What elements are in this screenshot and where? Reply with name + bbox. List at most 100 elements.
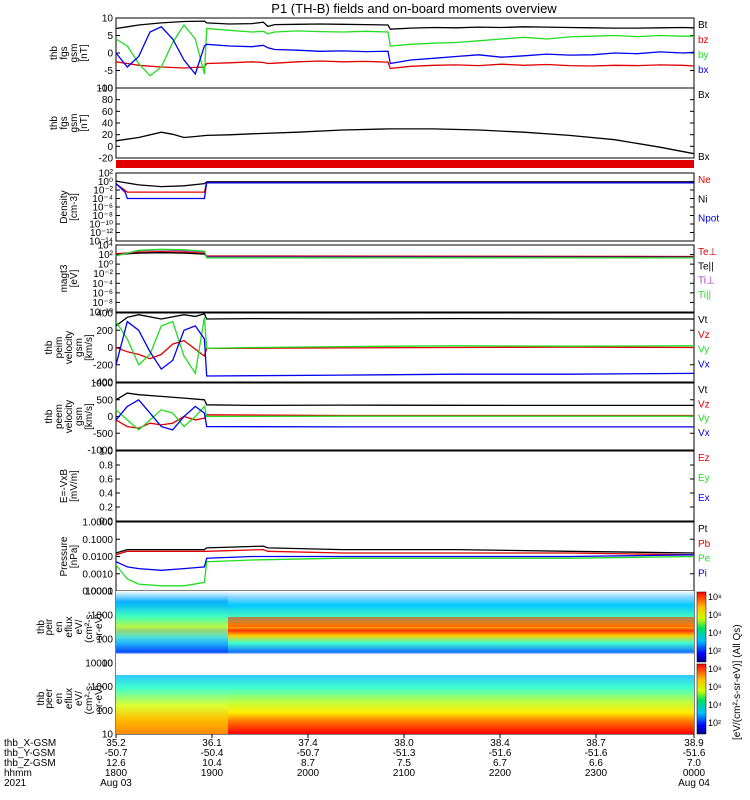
ytick-label: 0.2 [99, 503, 113, 514]
legend-label: Te⊥ [698, 247, 717, 258]
ion-spectrogram [116, 591, 694, 663]
legend-label: Ti⊥ [698, 276, 715, 287]
ytick-label: 100 [96, 84, 113, 95]
ytick-label: -20 [99, 154, 114, 165]
ytick-label: 0.0010 [82, 569, 113, 580]
colorbar-tick-label: 10² [708, 646, 721, 656]
xaxis-value: 8.7 [301, 758, 315, 769]
ytick-label: 0.0100 [82, 552, 113, 563]
ytick-label: 10⁻⁴ [92, 194, 113, 205]
ytick-label: 0.8 [99, 461, 113, 472]
ylabel-line: thb [36, 620, 47, 634]
panel-7: 1.0 0.8 0.6 0.4 0.2 0.0 E=-VxB [mV/m] Ez Ey Ex [59, 447, 710, 528]
ytick-label: -400 [93, 378, 113, 389]
ytick-label: 0 [107, 142, 113, 153]
flag-bar-label: Bx [698, 152, 710, 163]
ylabel-line: peem [54, 404, 65, 429]
ylabel-group: thb fgs gsm [nT] [49, 114, 90, 133]
ylabel-line: [km/s] [84, 403, 95, 430]
xaxis-value: 10.4 [202, 758, 222, 769]
ylabel-group: magt3 [eV] [59, 264, 80, 292]
ytick-label: 10000 [85, 659, 113, 670]
legend-label: by [698, 50, 709, 61]
ylabel-line: (cm²-s- [84, 611, 95, 643]
ytick-label: 10⁻² [93, 186, 113, 197]
ylabel-line: eV/ [74, 619, 85, 634]
ylabel-line: eflux [64, 616, 75, 637]
xaxis-value: -50.4 [201, 748, 224, 759]
xaxis-value: Aug 04 [678, 778, 710, 789]
ylabel-line: Density [59, 190, 70, 223]
ylabel-line: E=-VxB [59, 469, 70, 504]
legend-label: Pb [698, 539, 711, 550]
ytick-label: 1.0 [99, 447, 113, 458]
ylabel-line: [km/s] [84, 334, 95, 361]
xaxis-value: -51.3 [393, 748, 416, 759]
ylabel-line: [nT] [79, 114, 90, 131]
ytick-label: 1000 [91, 611, 114, 622]
ylabel-line: en [54, 621, 65, 632]
ylabel-line: peim [54, 337, 65, 359]
ion-spectrogram-early-interval [116, 591, 228, 663]
xaxis-row-label: 2021 [4, 778, 27, 789]
ytick-label: 10 [102, 659, 114, 670]
series-line-Pi [115, 554, 695, 571]
ytick-label: 10⁻⁸ [92, 211, 113, 222]
ytick-label: -500 [93, 429, 113, 440]
series-line-Npot [115, 182, 694, 200]
series-line-Bt [115, 20, 695, 30]
ytick-label: 10⁻¹² [90, 228, 114, 239]
legend-label: Ti|| [698, 290, 711, 301]
legend-label: Ne [698, 175, 711, 186]
ion-spectrogram-band [228, 617, 694, 627]
ylabel-group: Density [cm-3] [59, 190, 80, 223]
ylabel-line: [nT] [79, 44, 90, 61]
ytick-label: 10⁻⁶ [92, 288, 113, 299]
ylabel-group: thb peim velocity gsm [km/s] [44, 331, 95, 364]
xaxis-value: 38.0 [394, 738, 414, 749]
flag-bar [116, 160, 694, 168]
colorbar-label: [eV/(cm²-s-sr-eV)] (All Qs) [732, 624, 743, 740]
legend-label: bz [698, 35, 709, 46]
series-line-Pb [115, 548, 695, 556]
xaxis-value: 1800 [105, 768, 128, 779]
ytick-label: -10 [99, 84, 114, 95]
figure-title: P1 (TH-B) fields and on-board moments ov… [271, 1, 557, 16]
xaxis-value: -50.7 [105, 748, 128, 759]
legend-label: Vz [698, 330, 710, 341]
ytick-label: 10⁴ [98, 241, 113, 252]
xaxis-row-label: thb_Y-GSM [4, 748, 55, 759]
ytick-label: 0.1000 [82, 535, 113, 546]
legend-label: Vz [698, 399, 710, 410]
ytick-label: 1000 [91, 379, 114, 390]
xaxis-value: -51.6 [585, 748, 608, 759]
series-line-Pe [115, 555, 695, 587]
xaxis-value: 0000 [683, 768, 706, 779]
ylabel-line: gsm [74, 338, 85, 357]
series-line-Vy [115, 405, 694, 431]
electron-spectrogram [116, 663, 694, 734]
ytick-label: 10² [99, 250, 114, 261]
ylabel-line: eV/ [74, 691, 85, 706]
ytick-label: 10000 [85, 587, 113, 598]
xaxis-row-label: thb_X-GSM [4, 738, 56, 749]
colorbar-tick-label: 10⁴ [708, 628, 722, 638]
ylabel-line: thb [44, 340, 55, 354]
legend-label: Ez [698, 453, 710, 464]
ytick-label: 80 [102, 95, 114, 106]
ylabel-line: gsm [69, 114, 80, 133]
electron-spectrogram-upper-blank [116, 663, 694, 675]
ytick-label: 10⁻⁴ [92, 279, 113, 290]
ylabel-line: gsm [69, 44, 80, 63]
ytick-label: 5 [107, 31, 113, 42]
ylabel-line: sr-eV) [94, 613, 105, 640]
colorbar-tick-label: 10⁴ [708, 700, 722, 710]
ytick-label: 10² [99, 169, 114, 180]
xaxis-value: 7.5 [397, 758, 411, 769]
ytick-label: 10⁻⁶ [92, 203, 113, 214]
xaxis-value: 7.0 [687, 758, 701, 769]
xaxis-value: 38.9 [684, 738, 704, 749]
